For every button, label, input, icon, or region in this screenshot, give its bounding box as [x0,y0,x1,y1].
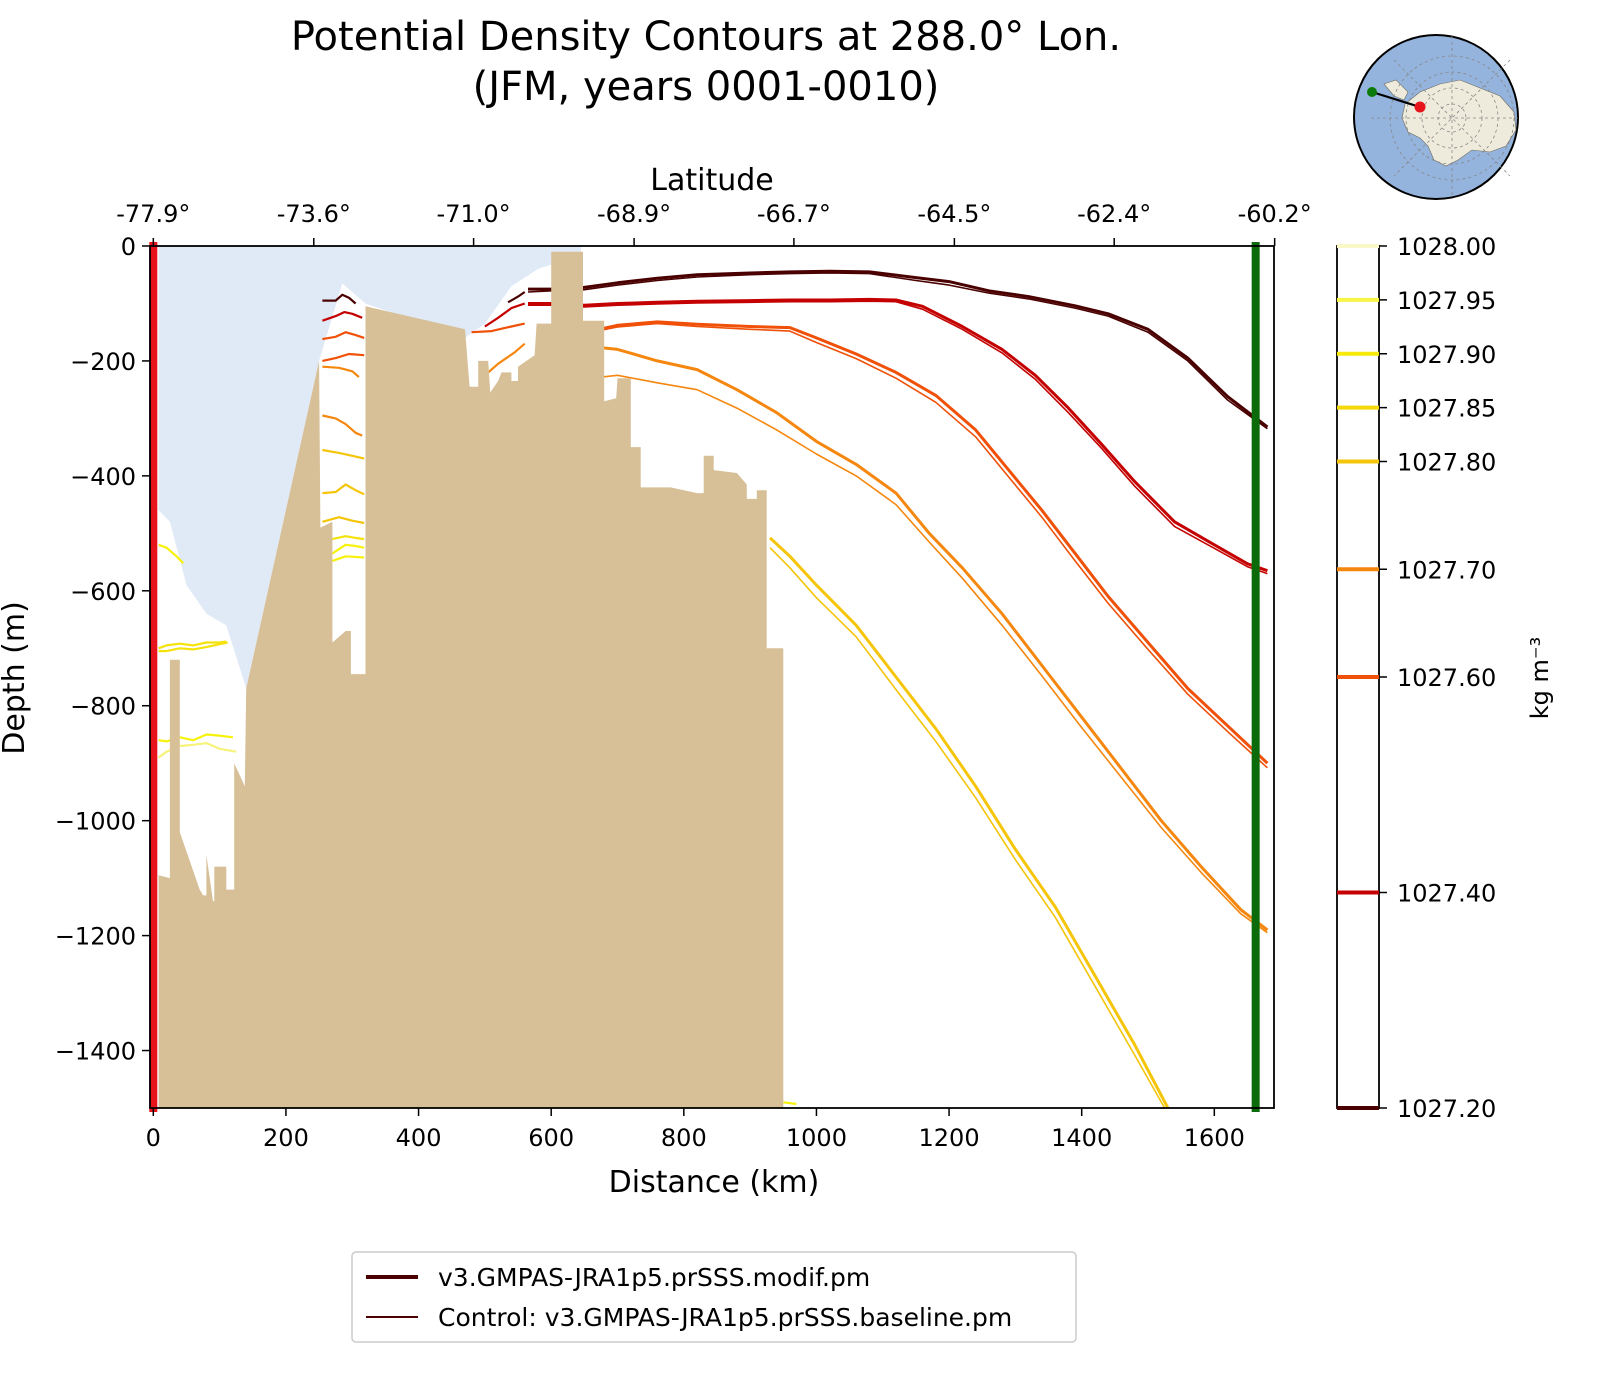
contour-modif-1027_7 [590,345,1269,932]
legend: v3.GMPAS-JRA1p5.prSSS.modif.pm Control: … [351,1251,1077,1343]
shelf-contour-segment [322,516,365,525]
inset-graticule [1371,36,1518,199]
colorbar-tick-label: 1028.00 [1397,233,1496,261]
x-axis: 0 200 400 600 800 1000 1200 1400 1600 [146,1108,1245,1152]
bathymetry-seafloor [158,251,784,1108]
shelf-contour-segment [158,640,227,650]
latitude-axis: -77.9° -73.6° -71.0° -68.9° -66.7° -64.5° -62.… [116,200,1312,246]
y-axis: 0 −200 −400 −600 −800 −1000 −1200 −1400 [55,233,150,1066]
shelf-contour-segment [331,543,365,555]
shelf-contour-segment [332,535,365,541]
y-tick-label: −1200 [55,923,136,951]
shelf-contour-segment [158,641,228,653]
shelf-contour-segment [158,543,184,564]
shelf-contour-segment [322,293,357,305]
y-axis-label: Depth (m) [0,601,32,755]
x-tick-label: 600 [528,1124,574,1152]
y-tick-label: −800 [70,693,136,721]
latitude-tick-label: -68.9° [597,200,671,228]
colorbar-tick-label: 1027.70 [1397,556,1496,584]
colorbar-label: kg m⁻³ [1526,637,1554,719]
x-tick-label: 1600 [1184,1124,1245,1152]
colorbar-tick-label: 1027.40 [1397,880,1496,908]
x-tick-label: 1200 [919,1124,980,1152]
chart-title-line2: (JFM, years 0001-0010) [473,64,940,110]
x-tick-label: 0 [146,1124,161,1152]
shelf-contour-segment [322,365,360,378]
x-axis-label: Distance (km) [609,1165,820,1200]
latitude-tick-label: -66.7° [757,200,831,228]
x-tick-label: 1400 [1051,1124,1112,1152]
contour-control-1027_6 [590,322,1268,769]
contour-modif-1027_4 [528,297,1268,573]
y-tick-label: 0 [121,233,136,261]
plot-layer [157,246,1269,1108]
inset-section-line [1371,90,1421,109]
legend-label-control: Control: v3.GMPAS-JRA1p5.prSSS.baseline.… [438,1303,1012,1332]
chart-title-line1: Potential Density Contours at 288.0° Lon… [291,14,1121,60]
x-tick-label: 200 [263,1124,309,1152]
shelf-contour-segment [157,742,237,759]
shelf-contour-segment [783,1101,797,1106]
legend-box [351,1251,1077,1343]
contour-modif-1027_6 [590,320,1269,765]
contour-control-1027_2 [527,272,1268,430]
colorbar-tick-label: 1027.85 [1397,395,1496,423]
inset-start-point [1414,101,1426,113]
plot-frame [149,245,1275,1109]
colorbar-tick-label: 1027.60 [1397,664,1496,692]
latitude-tick-label: -77.9° [116,200,190,228]
x-tick-label: 800 [661,1124,707,1152]
latitude-tick-label: -71.0° [437,200,511,228]
y-tick-label: −600 [70,578,136,606]
shelf-contour-segment [158,733,234,743]
shelf-contour-segment [322,483,365,496]
shelf-contour-segment [322,448,365,460]
y-tick-label: −1000 [55,808,136,836]
contour-control-1027_8 [769,547,1166,1108]
shelf-contour-segment [484,302,526,328]
y-tick-label: −1400 [55,1038,136,1066]
shelf-contour-segment [471,322,525,334]
colorbar: 1027.20 1027.40 1027.60 1027.70 1027.80 1027.… [1336,233,1496,1123]
legend-label-modif: v3.GMPAS-JRA1p5.prSSS.modif.pm [438,1263,870,1292]
y-tick-label: −200 [70,348,136,376]
inset-antarctica-land [1383,79,1517,167]
colorbar-tick-label: 1027.80 [1397,449,1496,477]
colorbar-tick-label: 1027.90 [1397,341,1496,369]
shelf-contour-segment [322,414,363,437]
inset-locator-map [1353,34,1519,200]
shelf-contour-segment [332,555,365,562]
section-endpoint-markers [149,242,1260,1112]
contour-modif-1027_8 [768,536,1170,1108]
contour-control-1027_7 [590,374,1268,934]
contour-modif-1027_2 [528,269,1269,429]
ice-shelf-cavity [158,246,582,689]
y-tick-label: −400 [70,463,136,491]
latitude-tick-label: -64.5° [917,200,991,228]
inset-end-point [1367,87,1377,97]
shelf-contour-segment [322,352,365,362]
shelf-contour-segment [322,311,363,322]
latitude-axis-label: Latitude [650,163,773,198]
latitude-tick-label: -60.2° [1238,200,1312,228]
shelf-contour-segment [322,331,365,341]
latitude-tick-label: -62.4° [1077,200,1151,228]
shelf-contour-segment [507,291,526,304]
latitude-tick-label: -73.6° [277,200,351,228]
colorbar-tick-label: 1027.95 [1397,287,1496,315]
shelf-contour-segment [484,342,526,377]
x-tick-label: 1000 [786,1124,847,1152]
colorbar-tick-label: 1027.20 [1397,1095,1496,1123]
x-tick-label: 400 [396,1124,442,1152]
contour-control-1027_4 [528,300,1268,575]
